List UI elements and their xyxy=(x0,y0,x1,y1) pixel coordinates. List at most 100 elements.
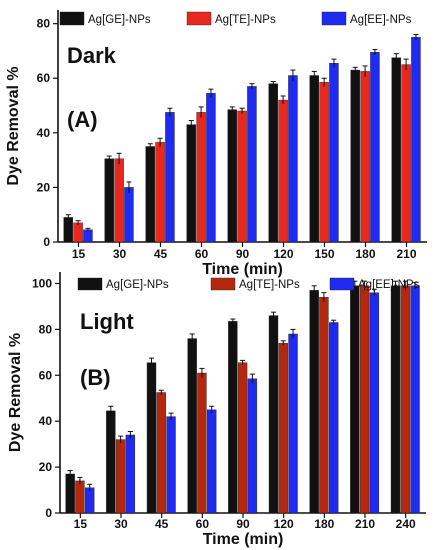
x-tick-label: 180 xyxy=(355,247,375,261)
y-tick-label: 0 xyxy=(45,506,52,520)
x-axis-title: Time (min) xyxy=(202,261,283,278)
legend-swatch xyxy=(77,277,103,291)
bar xyxy=(227,109,237,243)
x-tick-label: 30 xyxy=(113,247,127,261)
y-tick-label: 40 xyxy=(37,126,51,140)
x-tick-label: 210 xyxy=(396,247,416,261)
bar xyxy=(400,285,410,514)
x-tick-label: 90 xyxy=(236,517,250,531)
bar xyxy=(410,285,420,514)
legend-label: Ag[TE]-NPs xyxy=(239,279,300,291)
bar xyxy=(155,142,165,243)
panel-label: (B) xyxy=(80,365,111,390)
bar xyxy=(166,416,176,514)
bar xyxy=(319,297,329,514)
bar xyxy=(125,434,136,514)
x-tick-label: 210 xyxy=(355,517,375,531)
x-tick-label: 30 xyxy=(114,517,128,531)
legend-swatch xyxy=(59,11,85,26)
y-tick-label: 60 xyxy=(39,368,53,382)
x-tick-label: 180 xyxy=(314,517,334,531)
legend-swatch xyxy=(210,277,236,291)
bar xyxy=(350,69,360,243)
bar xyxy=(237,362,248,514)
panel-label: (A) xyxy=(67,107,98,132)
x-tick-label: 15 xyxy=(72,247,86,261)
legend-swatch xyxy=(321,11,347,26)
x-tick-label: 15 xyxy=(74,517,88,531)
condition-label: Light xyxy=(80,309,134,334)
bar xyxy=(165,112,175,243)
x-tick-label: 45 xyxy=(155,517,169,531)
y-tick-label: 20 xyxy=(39,460,53,474)
bar xyxy=(278,342,288,514)
bar xyxy=(115,439,126,514)
bar xyxy=(369,292,380,514)
bar xyxy=(228,321,238,514)
legend-label: Ag[TE]-NPs xyxy=(215,14,276,26)
bar xyxy=(329,63,339,243)
bar xyxy=(268,83,278,243)
y-tick-label: 0 xyxy=(43,235,50,249)
y-axis-title: Dye Removal % xyxy=(7,333,24,452)
bar xyxy=(106,410,116,514)
x-tick-label: 60 xyxy=(195,247,209,261)
bar xyxy=(268,315,279,514)
bar xyxy=(186,124,196,243)
x-tick-label: 60 xyxy=(196,517,210,531)
x-tick-label: 120 xyxy=(273,247,293,261)
bar xyxy=(145,146,155,243)
bar xyxy=(206,93,216,243)
y-tick-label: 40 xyxy=(39,414,53,428)
x-tick-label: 45 xyxy=(154,247,168,261)
bar xyxy=(197,372,207,514)
bar xyxy=(75,480,85,514)
bar xyxy=(114,158,124,243)
bar xyxy=(360,71,370,243)
bar xyxy=(65,473,75,514)
legend-swatch xyxy=(329,277,355,291)
condition-label: Dark xyxy=(67,43,117,68)
bar xyxy=(207,409,217,514)
bar xyxy=(401,64,411,243)
panel-a-dark: 0 20 40 60 80 15 30 45 60 90 120 150 180 210 Ag[GE]-NP… xyxy=(5,10,427,278)
y-tick-label: 100 xyxy=(32,276,52,290)
legend-swatch xyxy=(186,11,212,26)
bar xyxy=(391,57,401,243)
bar xyxy=(309,75,319,243)
x-tick-label: 120 xyxy=(274,517,294,531)
bar xyxy=(85,487,95,514)
bar xyxy=(73,222,83,243)
y-tick-label: 80 xyxy=(37,17,51,31)
bar xyxy=(196,112,206,243)
bar xyxy=(187,338,197,514)
y-tick-label: 20 xyxy=(37,180,51,194)
x-tick-label: 90 xyxy=(236,247,250,261)
bar xyxy=(63,217,73,243)
x-tick-label: 150 xyxy=(314,247,334,261)
legend-label: Ag[EE]-NPs xyxy=(350,14,412,26)
legend-label: Ag[EE]-NPs xyxy=(358,279,420,291)
legend-label: Ag[GE]-NPs xyxy=(106,279,169,291)
y-tick-label: 80 xyxy=(39,322,53,336)
bar xyxy=(309,290,319,514)
bar xyxy=(350,285,360,514)
bar xyxy=(329,322,339,514)
bar xyxy=(288,75,298,243)
bar xyxy=(247,378,258,514)
bar xyxy=(288,333,298,514)
bar xyxy=(124,187,134,243)
bar xyxy=(237,110,247,243)
bar xyxy=(319,82,329,243)
legend-label: Ag[GE]-NPs xyxy=(88,14,151,26)
y-tick-label: 60 xyxy=(37,71,51,85)
bar xyxy=(390,285,401,514)
bar xyxy=(411,37,421,243)
y-axis-title: Dye Removal % xyxy=(5,66,22,185)
x-tick-label: 240 xyxy=(396,517,416,531)
panel-b-light: 0 20 40 60 80 100 15 30 45 60 90 120 180 210 240 Ag[GE]… xyxy=(7,272,426,548)
bar xyxy=(83,229,93,243)
bar xyxy=(156,392,166,514)
x-axis-title: Time (min) xyxy=(203,531,284,548)
